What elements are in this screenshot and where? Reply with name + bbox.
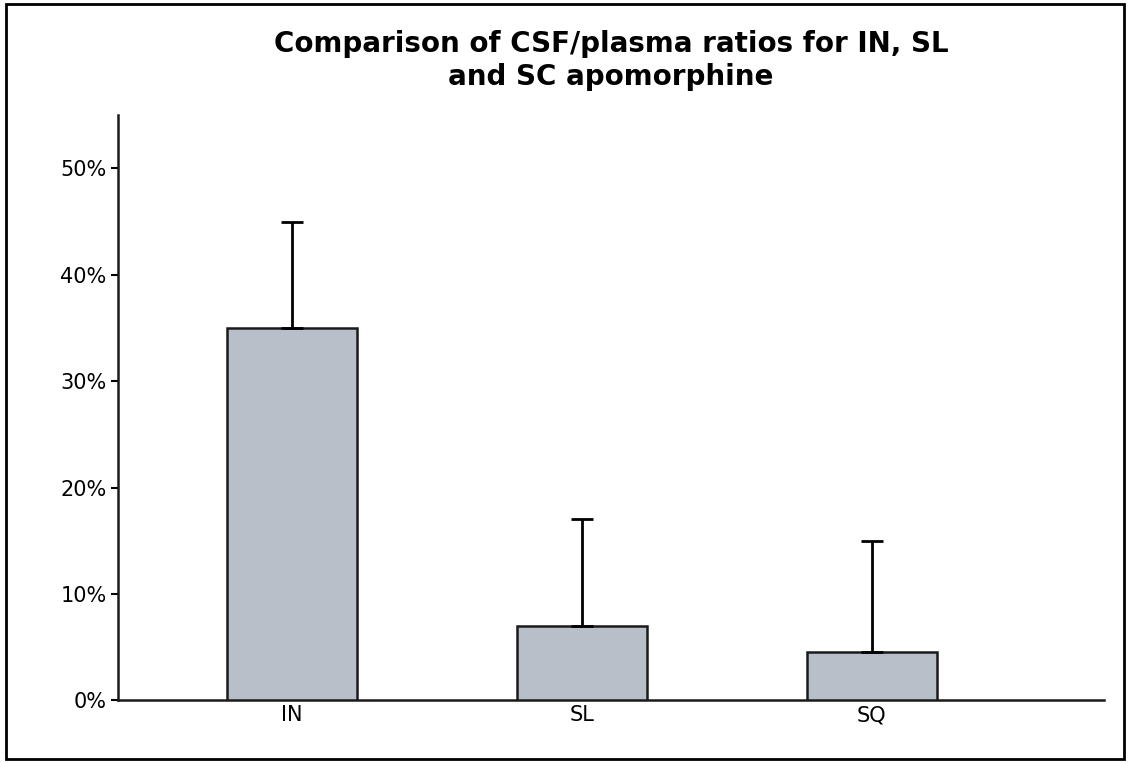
Bar xyxy=(227,328,357,700)
Bar xyxy=(807,652,937,700)
Title: Comparison of CSF/plasma ratios for IN, SL
and SC apomorphine: Comparison of CSF/plasma ratios for IN, … xyxy=(273,31,948,91)
Bar xyxy=(516,626,647,700)
